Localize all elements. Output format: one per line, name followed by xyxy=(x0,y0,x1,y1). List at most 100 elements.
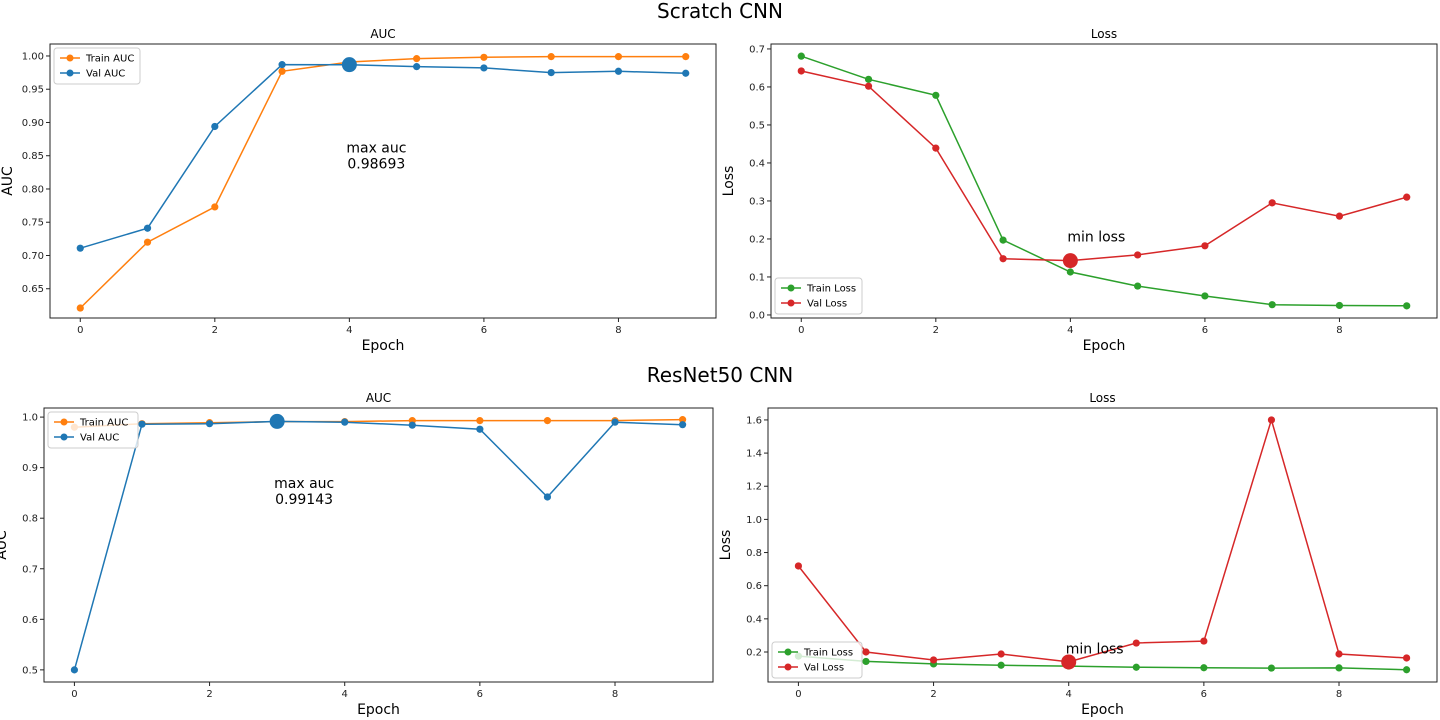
scratch-loss-val-loss-point-3 xyxy=(999,255,1007,263)
scratch-auc-train-auc-point-3 xyxy=(278,67,286,75)
scratch-auc-train-auc-line xyxy=(79,55,686,309)
group-title-resnet50-cnn: ResNet50 CNN xyxy=(647,363,794,387)
scratch-auc-legend-train-auc-label: Train AUC xyxy=(85,54,134,65)
resnet-loss-chart: Loss min loss 0 2 4 6 8 0.2 0.4 0.6 0.8 1.0 1.2 1.4 1.… xyxy=(718,391,1438,718)
resnet-auc-axes-frame xyxy=(43,407,714,683)
resnet-loss-highlight-marker xyxy=(1061,654,1077,670)
scratch-auc-ytick-label-6: 0.95 xyxy=(22,85,44,96)
resnet-loss-val-loss-point-0 xyxy=(794,562,803,570)
resnet-loss-ylabel: Loss xyxy=(718,530,734,561)
scratch-loss-train-loss-point-4 xyxy=(1066,268,1074,276)
scratch-loss-train-loss-point-0 xyxy=(797,52,805,60)
scratch-auc-xtick-label-4: 4 xyxy=(346,325,352,336)
resnet-loss-train-loss-point-9 xyxy=(1402,666,1411,674)
resnet-auc-train-auc-point-7 xyxy=(543,417,552,425)
resnet-loss-ytick-label-5: 1.2 xyxy=(746,482,762,493)
scratch-loss-xtick-label-0: 0 xyxy=(798,325,804,336)
resnet-loss-axes-frame xyxy=(767,407,1438,683)
resnet-auc-val-auc-point-6 xyxy=(476,425,484,433)
resnet-loss-legend: Train Loss Val Loss xyxy=(771,641,863,679)
scratch-auc-train-auc-point-9 xyxy=(682,53,690,61)
resnet-auc-legend-train-auc-label: Train AUC xyxy=(79,418,128,429)
resnet-loss-train-loss-point-3 xyxy=(997,661,1005,669)
scratch-loss-train-loss-point-2 xyxy=(932,91,940,99)
scratch-loss-ytick-label-5: 0.5 xyxy=(749,120,765,131)
resnet-loss-xlabel: Epoch xyxy=(1081,702,1124,718)
resnet-auc-ytick-label-2: 0.7 xyxy=(22,564,38,575)
resnet-auc-val-auc-point-5 xyxy=(408,421,416,429)
resnet-loss-train-loss-point-8 xyxy=(1335,664,1343,672)
scratch-auc-train-auc-point-8 xyxy=(614,53,623,61)
scratch-loss-ytick-label-1: 0.1 xyxy=(749,272,765,283)
scratch-auc-legend: Train AUC Val AUC xyxy=(53,47,141,85)
scratch-loss-val-loss-point-9 xyxy=(1403,193,1411,201)
resnet-loss-val-loss-point-3 xyxy=(997,650,1005,658)
scratch-auc-annotation-value: 0.98693 xyxy=(347,156,405,172)
scratch-auc-ytick-label-4: 0.85 xyxy=(22,151,44,162)
scratch-auc-val-auc-point-8 xyxy=(614,67,623,75)
group-title-scratch-cnn: Scratch CNN xyxy=(657,0,783,23)
scratch-auc-legend-train-auc-marker xyxy=(66,54,74,62)
resnet-auc-legend-box xyxy=(47,411,139,449)
scratch-loss-train-loss-point-1 xyxy=(864,75,873,83)
scratch-auc-ylabel: AUC xyxy=(0,166,16,196)
resnet-auc-highlight-marker xyxy=(269,413,285,429)
resnet-loss-train-loss-point-1 xyxy=(862,657,870,666)
scratch-auc-xlabel: Epoch xyxy=(362,338,405,354)
resnet-auc-val-auc-point-1 xyxy=(138,420,146,428)
scratch-loss-xtick-label-4: 4 xyxy=(1067,325,1073,336)
scratch-loss-train-loss-point-6 xyxy=(1201,292,1209,300)
scratch-auc-val-auc-line xyxy=(80,63,686,249)
resnet-auc-annotation-label: max auc xyxy=(274,476,334,492)
scratch-auc-train-auc-point-2 xyxy=(211,203,219,211)
scratch-auc-ytick-label-5: 0.90 xyxy=(22,118,44,129)
resnet-auc-title: AUC xyxy=(366,391,391,405)
resnet-loss-train-loss-line xyxy=(798,655,1407,671)
scratch-auc-xtick-label-2: 2 xyxy=(212,325,218,336)
scratch-auc-legend-val-auc-label: Val AUC xyxy=(86,69,125,80)
resnet-loss-legend-train-loss-label: Train Loss xyxy=(803,648,853,659)
resnet-auc-xlabel: Epoch xyxy=(357,702,400,718)
scratch-loss-legend-train-loss-marker xyxy=(787,284,795,292)
resnet-loss-ytick-label-0: 0.2 xyxy=(746,647,762,658)
scratch-loss-ytick-label-0: 0.0 xyxy=(749,310,765,321)
resnet-auc-legend-val-auc-label: Val AUC xyxy=(80,433,119,444)
scratch-auc-chart: AUC max auc 0.98693 0 2 4 6 8 0.65 0.70 0.75 0.80 0.… xyxy=(0,27,717,354)
scratch-auc-axes-frame xyxy=(49,43,717,319)
scratch-loss-legend-box xyxy=(774,277,863,315)
resnet-auc-ytick-label-0: 0.5 xyxy=(22,665,38,676)
scratch-loss-val-loss-point-7 xyxy=(1268,199,1276,207)
resnet-loss-val-loss-point-5 xyxy=(1132,639,1140,647)
scratch-loss-train-loss-point-9 xyxy=(1403,302,1411,310)
resnet-auc-ytick-label-4: 0.9 xyxy=(22,463,38,474)
resnet-auc-ylabel: AUC xyxy=(0,530,10,560)
resnet-auc-train-auc-point-6 xyxy=(476,417,484,425)
scratch-loss-axes-frame xyxy=(770,43,1438,319)
scratch-auc-train-auc-point-1 xyxy=(143,238,152,246)
resnet-auc-ytick-label-3: 0.8 xyxy=(22,514,38,525)
scratch-auc-title: AUC xyxy=(370,27,395,41)
scratch-loss-annotation: min loss xyxy=(1067,230,1125,246)
scratch-auc-legend-val-auc-marker xyxy=(66,69,74,77)
scratch-auc-ytick-label-7: 1.00 xyxy=(22,51,44,62)
resnet-loss-xtick-label-4: 4 xyxy=(1066,689,1072,700)
scratch-loss-legend-val-loss-marker xyxy=(787,299,795,307)
scratch-loss-ytick-label-6: 0.6 xyxy=(749,82,765,93)
resnet-loss-val-loss-point-6 xyxy=(1200,637,1208,645)
scratch-auc-train-auc-point-6 xyxy=(480,53,488,61)
resnet-loss-xtick-label-0: 0 xyxy=(795,689,801,700)
scratch-auc-ytick-label-1: 0.70 xyxy=(22,251,44,262)
resnet-loss-legend-val-loss-marker xyxy=(784,663,792,671)
scratch-loss-ytick-label-2: 0.2 xyxy=(749,234,765,245)
scratch-auc-val-auc-point-0 xyxy=(76,244,84,252)
scratch-loss-ytick-label-7: 0.7 xyxy=(749,44,765,55)
resnet-loss-ytick-label-4: 1.0 xyxy=(746,515,762,526)
resnet-loss-annotation-label: min loss xyxy=(1066,642,1124,658)
scratch-loss-val-loss-point-5 xyxy=(1134,251,1142,259)
scratch-auc-train-auc-point-5 xyxy=(413,55,421,63)
scratch-auc-val-auc-point-2 xyxy=(211,122,219,131)
scratch-loss-legend-val-loss-label: Val Loss xyxy=(807,299,847,310)
resnet-loss-ytick-label-7: 1.6 xyxy=(746,415,762,426)
